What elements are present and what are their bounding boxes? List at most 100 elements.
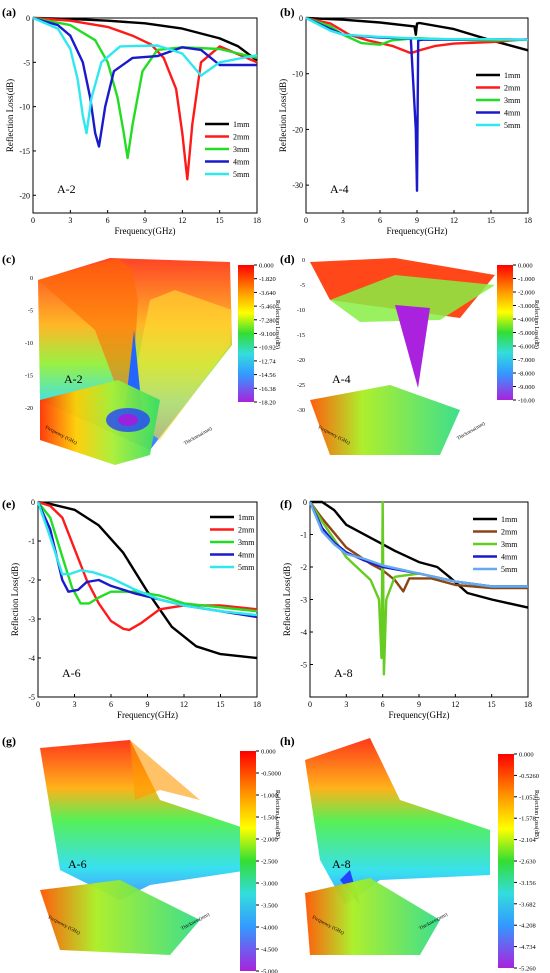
legend-label-4mm: 4mm [233,158,250,167]
x-tick-label: 0 [308,700,312,709]
x-axis-label: Frequency(GHz) [387,226,448,236]
panel-c-surface [38,258,232,465]
series-line-2mm [37,500,258,632]
series-line-5mm [32,16,258,135]
colorbar-tick-label: -1.000 [261,793,278,800]
surface-z-tick-label: -25 [297,383,305,389]
y-tick-label: -20 [19,191,30,200]
legend-label-3mm: 3mm [501,540,518,549]
colorbar-tick-label: -1.500 [261,815,278,822]
chart-panel-a: 0 3 6 9 12 15 18 0 -5 -10 -15 -20 Frequency(GHz) Refl… [5,14,261,236]
colorbar-tick-label: -0.5000 [261,771,281,778]
colorbar-tick-label: -7.280 [259,317,276,324]
x-tick-label: 15 [216,216,224,225]
y-tick-label: 0 [303,498,307,507]
sample-label-g: A-6 [68,857,87,871]
panel-label-g: (g) [2,734,16,748]
colorbar-tick-label: -10.00 [518,398,535,405]
y-tick-label: -2 [28,576,35,585]
y-tick-label: -1 [300,531,307,540]
y-tick-label: 0 [26,14,30,23]
colorbar-tick-label: -2.000 [518,290,535,297]
chart-panel-f: 0 3 6 9 12 15 18 0 -1 -2 -3 -4 -5 Frequency(GHz) Refle… [282,498,532,720]
x-tick-label: 3 [68,216,72,225]
colorbar-tick-label: -16.38 [259,386,276,393]
colorbar-tick-label: -5.000 [518,330,535,337]
sample-label-b: A-4 [330,182,349,196]
x-axis-label: Frequency(GHz) [389,710,450,720]
x-tick-label: 9 [415,216,419,225]
legend-label-5mm: 5mm [233,170,250,179]
x-tick-label: 6 [378,216,382,225]
legend-label-2mm: 2mm [233,133,250,142]
y-tick-label: -3 [28,615,35,624]
legend-label-4mm: 4mm [501,553,518,562]
y-tick-label: -10 [292,70,303,79]
legend-label-1mm: 1mm [504,71,521,80]
panel-h-colorbar: 0.000 -0.5260 -1.052 -1.578 -2.104 -2.630 -3.1… [498,752,539,973]
panel-label-c: (c) [2,252,15,266]
surface-zlabel-d: Reflection Loss(dB) [533,300,540,349]
colorbar-tick-label: -4.000 [518,317,535,324]
x-tick-label: 15 [488,700,496,709]
colorbar-tick-label: -4.000 [261,925,278,932]
y-tick-label: -30 [292,181,303,190]
x-tick-label: 12 [451,700,459,709]
series-line-1mm [37,500,258,660]
sample-label-a: A-2 [57,182,76,196]
sample-label-e: A-6 [62,666,81,680]
colorbar-tick-label: -3.000 [261,881,278,888]
colorbar-tick-label: -8.000 [518,371,535,378]
panel-c-colorbar: 0.000 -1.820 -3.640 -5.460 -7.280 -9.100 -10.9… [238,263,277,407]
panel-label-f: (f) [280,497,292,511]
surface-thicklabel-d: Thickness(mm) [457,422,487,442]
colorbar-tick-label: -10.92 [259,345,276,352]
panel-g-surface [40,740,250,955]
y-tick-label: 0 [31,498,35,507]
legend-label-1mm: 1mm [501,515,518,524]
x-tick-label: 9 [146,700,150,709]
chart-panel-e: 0 3 6 9 12 15 18 0 -1 -2 -3 -4 -5 Frequency(GHz) Refle… [10,498,261,720]
colorbar-tick-label: -4.500 [261,947,278,954]
legend-label-3mm: 3mm [504,96,521,105]
panel-g-colorbar: 0.000 -0.5000 -1.000 -1.500 -2.000 -2.500 -3.0… [240,749,281,973]
colorbar-tick-label: -6.000 [518,344,535,351]
x-axis-label: Frequency(GHz) [117,710,178,720]
y-tick-label: -5 [300,661,307,670]
colorbar-tick-label: 0.000 [519,752,534,759]
legend-label-5mm: 5mm [238,563,255,572]
colorbar-tick-label: -2.000 [261,837,278,844]
legend-label-5mm: 5mm [504,121,521,130]
panel-label-d: (d) [280,252,295,266]
colorbar-tick-label: -14.56 [259,372,277,379]
y-axis-label: Reflection Loss(dB) [278,79,288,152]
colorbar-tick-label: -2.630 [519,859,536,866]
y-tick-label: -5 [23,58,30,67]
colorbar-tick-label: -9.000 [518,384,535,391]
legend-label-3mm: 3mm [238,538,255,547]
surface-z-tick-label: -20 [297,358,305,364]
colorbar-tick-label: -3.156 [519,880,537,887]
series-line-3mm [37,501,258,613]
colorbar-tick-label: -4.734 [519,944,537,951]
legend-label-2mm: 2mm [504,84,521,93]
colorbar-tick-label: -3.682 [519,901,536,908]
surface-z-tick-label: -5 [28,309,33,315]
x-tick-label: 0 [36,700,40,709]
panel-label-e: (e) [2,497,15,511]
sample-label-c: A-2 [64,372,83,386]
x-tick-label: 18 [524,700,532,709]
y-tick-label: -4 [300,628,307,637]
x-tick-label: 6 [109,700,113,709]
series-line-2mm [309,501,528,593]
x-tick-label: 9 [417,700,421,709]
y-tick-label: -15 [19,147,30,156]
colorbar-tick-label: -3.640 [259,290,276,297]
series-line-4mm [36,501,258,619]
x-tick-label: 3 [341,216,345,225]
series-line-4mm [32,16,257,148]
y-tick-label: -3 [300,596,307,605]
chart-panel-b: 0 3 6 9 12 15 18 0 -10 -20 -30 Frequency(GHz) Reflec… [278,14,532,236]
y-tick-label: -4 [28,654,35,663]
x-tick-label: 3 [73,700,77,709]
